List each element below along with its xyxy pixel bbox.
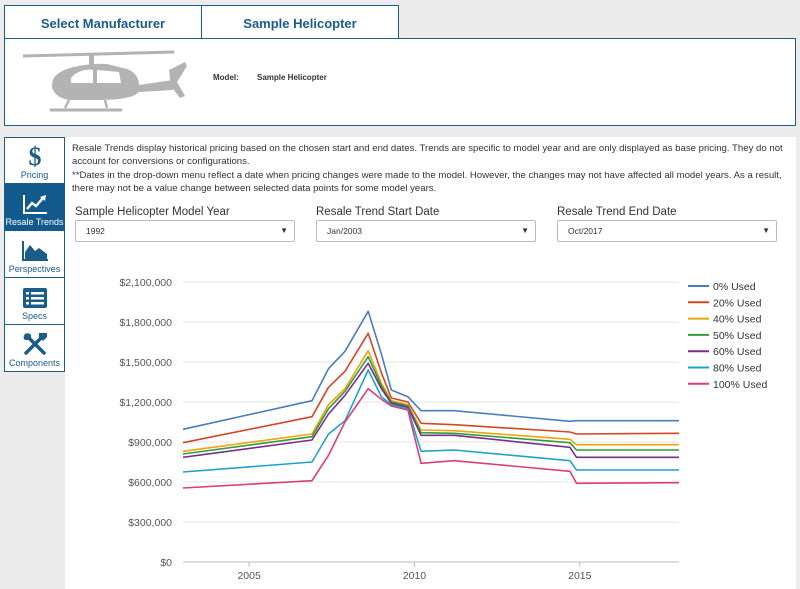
area-chart-icon	[21, 241, 48, 261]
start-date-select[interactable]: Jan/2003 ▼	[316, 220, 536, 242]
sidebar-item-label: Specs	[21, 311, 47, 321]
main-content: Resale Trends display historical pricing…	[65, 137, 796, 589]
legend-label[interactable]: 60% Used	[713, 346, 762, 358]
legend-label[interactable]: 80% Used	[713, 363, 762, 375]
description-line-1: Resale Trends display historical pricing…	[72, 143, 783, 168]
model-year-value: 1992	[86, 226, 105, 236]
sidebar-item-label: Resale Trends	[5, 217, 64, 227]
y-tick-label: $1,800,000	[119, 317, 172, 329]
series-line-50-used	[182, 355, 679, 455]
x-axis: 2005 2010 2015	[237, 562, 592, 582]
model-label: Model:	[213, 73, 239, 82]
sidebar-item-perspectives[interactable]: Perspectives	[4, 231, 65, 278]
tab-bar: Select Manufacturer Sample Helicopter	[4, 5, 399, 40]
series-line-80-used	[182, 369, 679, 473]
dollar-icon: $	[28, 142, 41, 168]
end-date-label: Resale Trend End Date	[557, 206, 677, 218]
y-tick-label: $900,000	[128, 437, 172, 449]
series-line-40-used	[182, 349, 679, 453]
legend-label[interactable]: 50% Used	[713, 330, 762, 342]
start-date-label: Resale Trend Start Date	[316, 206, 440, 218]
chart-grid	[183, 281, 679, 563]
chevron-down-icon: ▼	[762, 226, 770, 235]
description: Resale Trends display historical pricing…	[72, 142, 792, 196]
spec-list-icon	[22, 288, 47, 308]
y-tick-label: $0	[160, 557, 172, 569]
series-line-0-used	[182, 310, 679, 431]
tools-icon	[23, 333, 47, 355]
end-date-select[interactable]: Oct/2017 ▼	[557, 220, 777, 242]
sidebar-item-pricing[interactable]: $ Pricing	[4, 137, 65, 184]
legend-label[interactable]: 0% Used	[713, 281, 756, 293]
model-year-label: Sample Helicopter Model Year	[75, 206, 230, 218]
series-line-60-used	[182, 362, 679, 459]
sidebar-item-components[interactable]: Components	[4, 325, 65, 372]
y-tick-label: $300,000	[128, 517, 172, 529]
model-value: Sample Helicopter	[257, 73, 327, 82]
y-tick-label: $1,500,000	[119, 357, 172, 369]
chevron-down-icon: ▼	[521, 226, 529, 235]
legend-label[interactable]: 40% Used	[713, 314, 762, 326]
y-tick-label: $1,200,000	[119, 397, 172, 409]
x-tick-label: 2005	[237, 570, 261, 582]
y-tick-label: $600,000	[128, 477, 172, 489]
legend-label[interactable]: 20% Used	[713, 297, 762, 309]
sidebar-item-label: Components	[8, 358, 61, 368]
series-line-100-used	[182, 387, 680, 489]
chart-legend: 0% Used 20% Used 40% Used 50% Used 60% Used 8…	[688, 281, 767, 391]
svg-text:$: $	[28, 142, 41, 168]
model-panel: Model: Sample Helicopter	[4, 38, 796, 126]
end-date-value: Oct/2017	[568, 226, 603, 236]
sidebar-item-specs[interactable]: Specs	[4, 278, 65, 325]
description-line-2: **Dates in the drop-down menu reflect a …	[72, 169, 782, 195]
y-tick-label: $2,100,000	[119, 277, 172, 289]
x-tick-label: 2015	[568, 570, 592, 582]
model-year-select[interactable]: 1992 ▼	[75, 220, 295, 242]
start-date-value: Jan/2003	[327, 226, 362, 236]
resale-trend-chart: $2,100,000 $1,800,000 $1,500,000 $1,200,000…	[119, 277, 767, 582]
tab-select-manufacturer[interactable]: Select Manufacturer	[4, 5, 202, 40]
sidebar: $ Pricing Resale Trends Perspectives Spe…	[4, 137, 65, 372]
tab-sample-helicopter[interactable]: Sample Helicopter	[201, 5, 399, 40]
helicopter-image	[23, 50, 187, 112]
series-line-20-used	[182, 332, 680, 444]
x-tick-label: 2010	[403, 570, 427, 582]
sidebar-item-label: Perspectives	[8, 264, 61, 274]
trend-chart-icon	[22, 195, 47, 214]
chevron-down-icon: ▼	[280, 226, 288, 235]
sidebar-item-label: Pricing	[20, 170, 49, 180]
y-axis: $2,100,000 $1,800,000 $1,500,000 $1,200,000…	[119, 277, 172, 569]
legend-label[interactable]: 100% Used	[713, 379, 767, 391]
sidebar-item-resale-trends[interactable]: Resale Trends	[4, 184, 65, 231]
chart-series	[182, 310, 680, 489]
